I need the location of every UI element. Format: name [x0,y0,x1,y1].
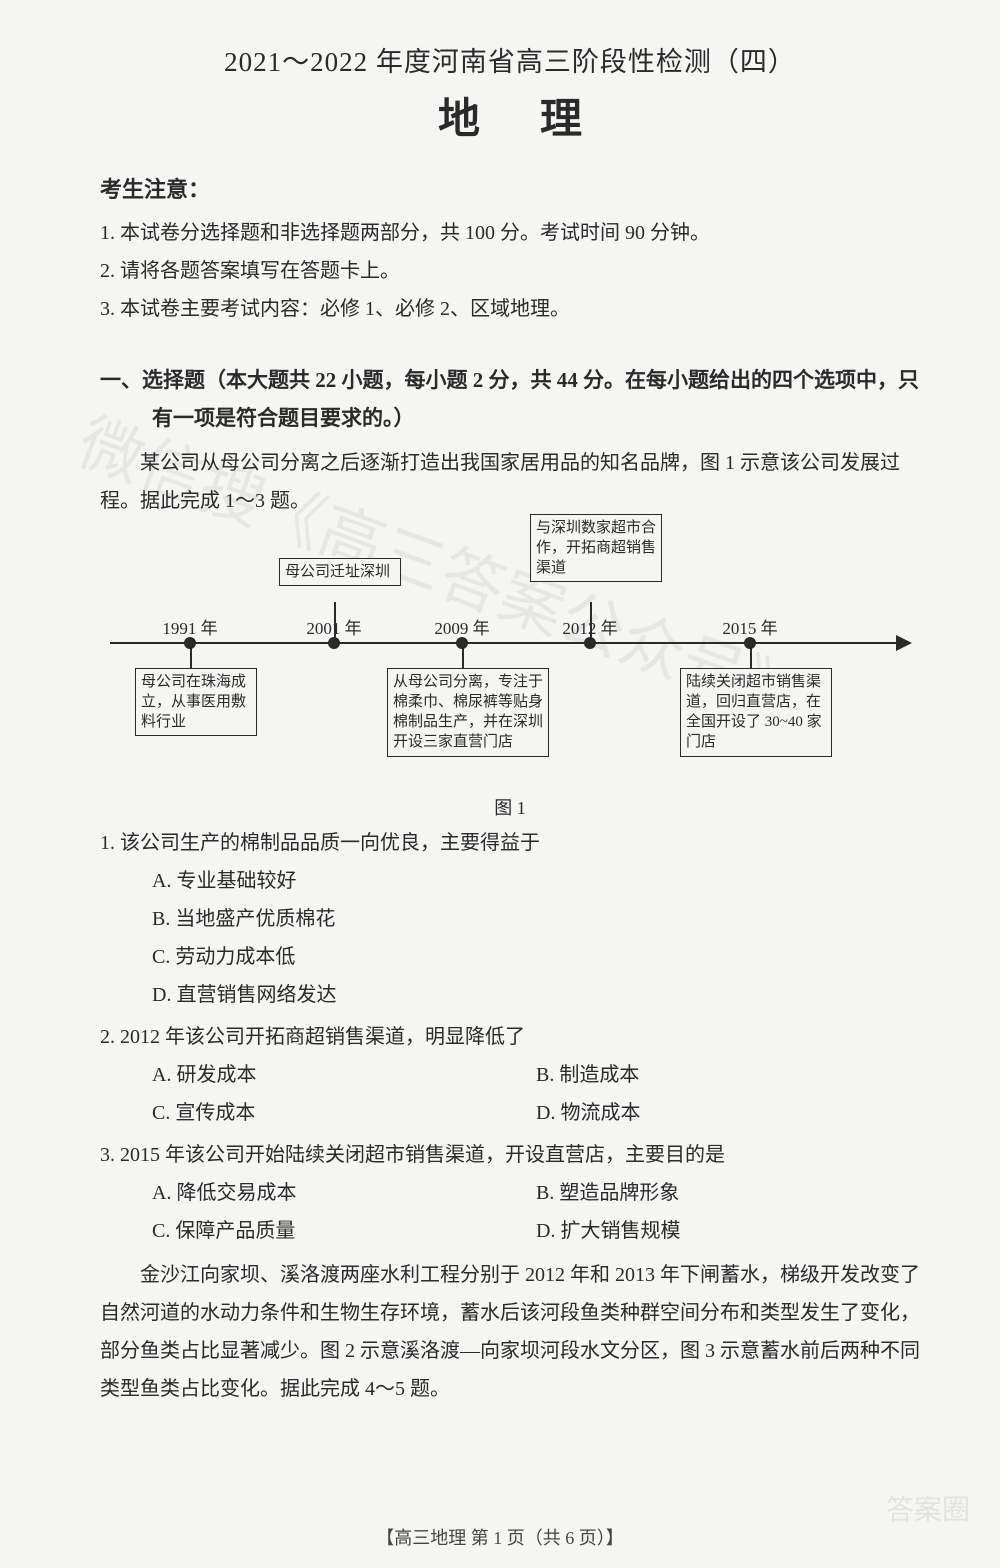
question-3-option-A: A. 降低交易成本 [152,1174,536,1212]
notice-heading: 考生注意： [100,172,920,204]
timeline-box-p2012: 与深圳数家超市合作，开拓商超销售渠道 [530,514,662,583]
question-2-option-D: D. 物流成本 [536,1094,920,1132]
question-3-option-B: B. 塑造品牌形象 [536,1174,920,1212]
question-2-option-C: C. 宣传成本 [152,1094,536,1132]
figure-1-caption: 图 1 [100,794,920,820]
intro-paragraph-2: 金沙江向家坝、溪洛渡两座水利工程分别于 2012 年和 2013 年下闸蓄水，梯… [100,1256,920,1408]
timeline-arrow-icon [896,635,912,651]
timeline-box-p2009: 从母公司分离，专注于棉柔巾、棉尿裤等贴身棉制品生产，并在深圳开设三家直营门店 [387,668,549,757]
question-3-stem: 3. 2015 年该公司开始陆续关闭超市销售渠道，开设直营店，主要目的是 [100,1136,920,1174]
question-1-stem: 1. 该公司生产的棉制品品质一向优良，主要得益于 [100,824,920,862]
exam-page: 微信搜《高三答案公众号》 2021～2022 年度河南省高三阶段性检测（四） 地… [0,0,1000,1568]
timeline-connector-p1991 [190,644,192,668]
notice-item-3: 3. 本试卷主要考试内容：必修 1、必修 2、区域地理。 [100,290,920,328]
intro-paragraph-1: 某公司从母公司分离之后逐渐打造出我国家居用品的知名品牌，图 1 示意该公司发展过… [100,444,920,520]
timeline-box-p2001: 母公司迁址深圳 [279,558,401,586]
page-footer: 【高三地理 第 1 页（共 6 页）】 [0,1524,1000,1550]
timeline-box-p2015: 陆续关闭超市销售渠道，回归直营店，在全国开设了 30~40 家门店 [680,668,832,757]
notice-item-2: 2. 请将各题答案填写在答题卡上。 [100,252,920,290]
question-1-option-B: B. 当地盛产优质棉花 [152,900,920,938]
question-2-stem: 2. 2012 年该公司开拓商超销售渠道，明显降低了 [100,1018,920,1056]
question-1-option-A: A. 专业基础较好 [152,862,920,900]
question-3-options: A. 降低交易成本B. 塑造品牌形象C. 保障产品质量D. 扩大销售规模 [100,1174,920,1250]
timeline-year-p2015: 2015 年 [722,614,777,639]
timeline-year-p1991: 1991 年 [162,614,217,639]
timeline-connector-p2015 [750,644,752,668]
timeline-connector-p2012 [590,602,592,638]
notice-item-1: 1. 本试卷分选择题和非选择题两部分，共 100 分。考试时间 90 分钟。 [100,214,920,252]
question-3-option-D: D. 扩大销售规模 [536,1212,920,1250]
timeline-year-p2009: 2009 年 [434,614,489,639]
timeline-connector-p2001 [334,602,336,638]
exam-title: 2021～2022 年度河南省高三阶段性检测（四） [100,40,920,79]
section-1-heading: 一、选择题（本大题共 22 小题，每小题 2 分，共 44 分。在每小题给出的四… [100,362,920,438]
timeline-axis [110,642,900,644]
question-1-option-C: C. 劳动力成本低 [152,938,920,976]
exam-subject: 地理 [100,85,920,146]
question-2-option-B: B. 制造成本 [536,1056,920,1094]
question-2-option-A: A. 研发成本 [152,1056,536,1094]
timeline-box-p1991: 母公司在珠海成立，从事医用敷料行业 [135,668,257,737]
question-1-options: A. 专业基础较好B. 当地盛产优质棉花C. 劳动力成本低D. 直营销售网络发达 [100,862,920,1014]
timeline-connector-p2009 [462,644,464,668]
question-2-options: A. 研发成本B. 制造成本C. 宣传成本D. 物流成本 [100,1056,920,1132]
question-1-option-D: D. 直营销售网络发达 [152,976,920,1014]
questions-block: 1. 该公司生产的棉制品品质一向优良，主要得益于A. 专业基础较好B. 当地盛产… [100,824,920,1250]
watermark-corner: 答案圈 [886,1488,970,1528]
question-3-option-C: C. 保障产品质量 [152,1212,536,1250]
timeline-figure: 1991 年母公司在珠海成立，从事医用敷料行业2001 年母公司迁址深圳2009… [110,532,910,792]
